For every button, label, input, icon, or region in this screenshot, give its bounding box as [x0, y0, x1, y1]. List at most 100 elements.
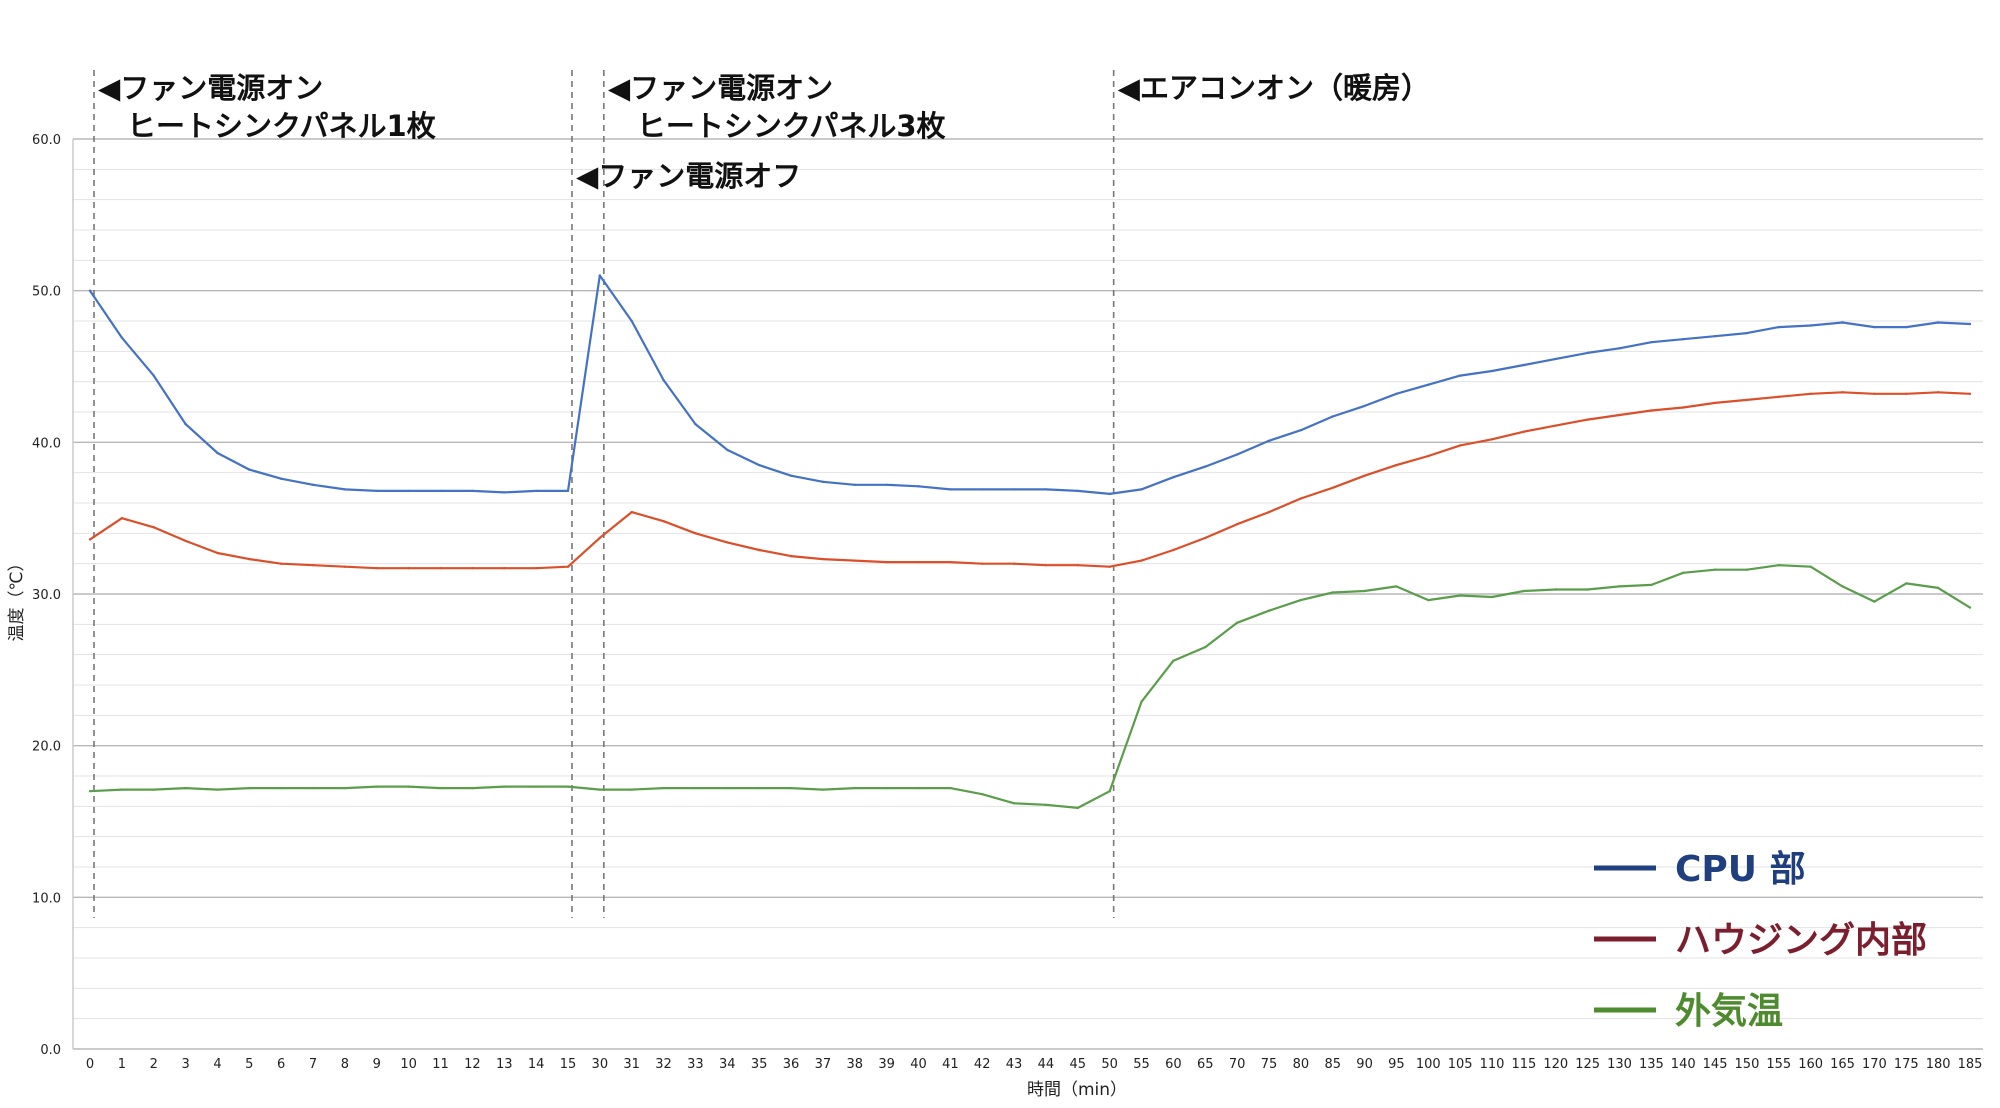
x-tick-label: 165 — [1830, 1057, 1855, 1072]
x-tick-label: 70 — [1229, 1057, 1246, 1072]
data-point — [1554, 357, 1558, 361]
data-point — [1044, 488, 1048, 491]
data-point — [534, 489, 538, 493]
data-point — [120, 517, 124, 520]
data-point — [184, 422, 187, 426]
data-point — [471, 786, 474, 790]
data-point — [1873, 600, 1876, 603]
data-point — [280, 562, 283, 565]
data-point — [1267, 510, 1271, 514]
data-point — [630, 319, 633, 323]
data-point — [885, 786, 888, 790]
data-point — [821, 557, 825, 561]
x-tick-label: 11 — [432, 1057, 449, 1072]
data-point — [789, 554, 793, 558]
data-point — [311, 483, 315, 486]
x-tick-label: 37 — [815, 1057, 832, 1072]
x-tick-label: 160 — [1798, 1057, 1823, 1072]
data-point — [375, 567, 378, 570]
data-point — [471, 567, 474, 570]
data-point — [1777, 325, 1781, 329]
data-point — [1586, 418, 1589, 421]
x-tick-label: 45 — [1070, 1057, 1087, 1072]
data-point — [1331, 415, 1334, 418]
y-tick-label: 40.0 — [32, 436, 61, 451]
data-point — [1841, 391, 1844, 394]
data-point — [981, 562, 984, 565]
x-tick-label: 80 — [1293, 1057, 1310, 1072]
data-point — [853, 483, 856, 486]
data-point — [630, 510, 633, 514]
data-point — [949, 560, 952, 564]
data-point — [1012, 562, 1016, 565]
data-point — [1235, 523, 1239, 526]
data-point — [662, 378, 665, 382]
data-point — [694, 422, 697, 426]
data-point — [407, 489, 410, 493]
data-point — [662, 520, 665, 523]
x-tick-label: 95 — [1388, 1057, 1405, 1072]
legend-label: ハウジング内部 — [1675, 920, 1927, 961]
x-tick-label: 42 — [974, 1057, 991, 1072]
x-tick-label: 50 — [1101, 1057, 1118, 1072]
data-point — [1490, 595, 1494, 599]
x-tick-label: 0 — [86, 1057, 94, 1072]
data-point — [1172, 548, 1175, 552]
data-point — [1809, 392, 1812, 395]
x-tick-label: 33 — [687, 1057, 704, 1072]
data-point — [726, 448, 729, 452]
data-point — [1363, 589, 1366, 593]
data-point — [981, 488, 984, 491]
x-tick-label: 14 — [528, 1057, 545, 1072]
data-point — [1873, 392, 1876, 395]
data-point — [216, 788, 219, 791]
data-point — [885, 560, 888, 564]
data-point — [1968, 606, 1972, 609]
data-point — [1331, 486, 1334, 489]
data-point — [375, 785, 378, 788]
data-point — [1554, 424, 1558, 427]
data-point — [1841, 585, 1844, 588]
data-point — [1044, 803, 1048, 806]
data-point — [1777, 395, 1781, 398]
data-point — [1172, 659, 1175, 662]
data-point — [1490, 438, 1494, 441]
data-point — [1968, 322, 1972, 326]
data-point — [1395, 585, 1398, 588]
data-point — [1745, 331, 1749, 335]
data-point — [152, 526, 155, 529]
data-point — [343, 565, 347, 568]
x-tick-label: 34 — [719, 1057, 736, 1072]
data-point — [1044, 564, 1048, 567]
x-tick-label: 38 — [846, 1057, 863, 1072]
data-point — [184, 539, 187, 543]
y-tick-label: 60.0 — [32, 133, 61, 148]
data-point — [598, 788, 601, 791]
x-tick-label: 110 — [1480, 1057, 1505, 1072]
x-tick-label: 1 — [118, 1057, 126, 1072]
x-tick-label: 155 — [1766, 1057, 1791, 1072]
legend-label: 外気温 — [1675, 991, 1783, 1032]
data-point — [949, 786, 952, 790]
series-line — [89, 391, 1971, 570]
data-point — [981, 793, 984, 796]
data-point — [1363, 474, 1366, 477]
x-tick-label: 150 — [1735, 1057, 1760, 1072]
data-point — [407, 567, 410, 570]
x-axis: 0 1 2 3 4 5 6 7 8 9 10 11 12 13 14 15 30 31 32 33 34 35 36 37 38… — [86, 1057, 1983, 1072]
data-point — [280, 477, 283, 480]
x-tick-label: 90 — [1356, 1057, 1373, 1072]
y-tick-label: 20.0 — [32, 740, 61, 755]
data-point — [1108, 565, 1111, 568]
data-point — [1395, 392, 1398, 395]
data-point — [1427, 598, 1430, 602]
x-tick-label: 125 — [1575, 1057, 1600, 1072]
data-point — [726, 541, 729, 544]
data-point — [1809, 565, 1812, 568]
data-point — [1204, 645, 1207, 649]
data-point — [1267, 439, 1271, 442]
x-tick-label: 4 — [213, 1057, 221, 1072]
data-point — [88, 289, 92, 292]
y-axis: 0.0 10.0 20.0 30.0 40.0 50.0 60.0 — [32, 133, 74, 1058]
data-point — [248, 557, 251, 561]
